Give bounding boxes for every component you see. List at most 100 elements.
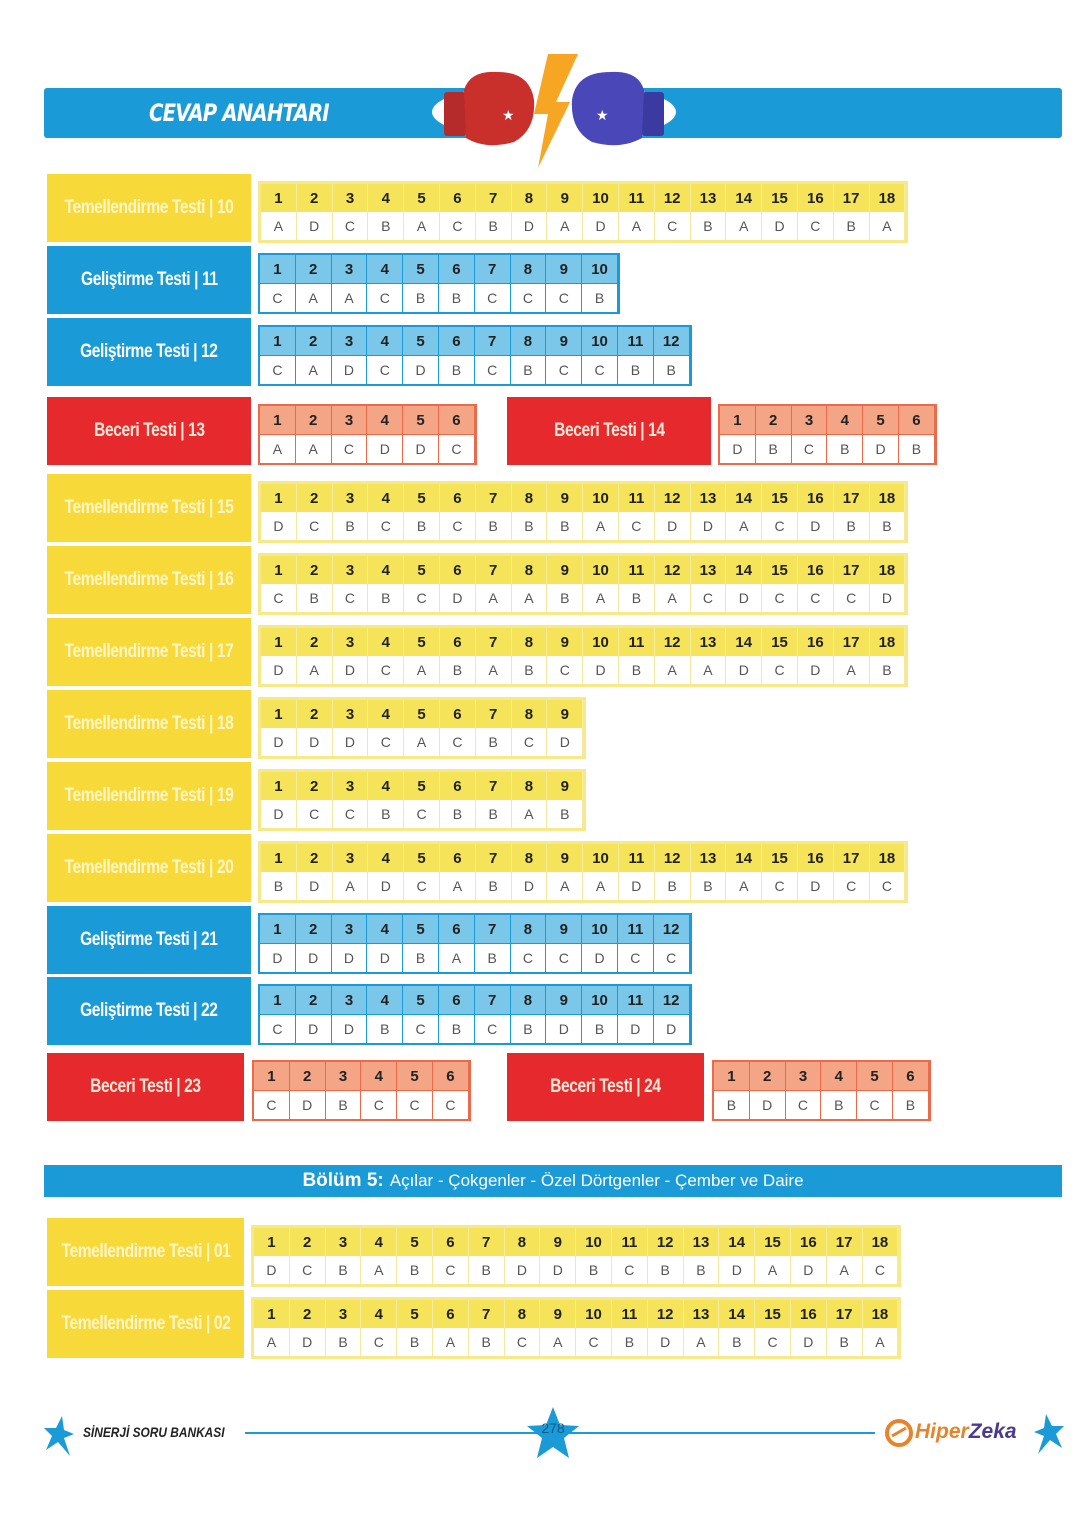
question-number: 5 [403,406,439,434]
answer-cell: B [654,872,691,900]
question-number: 5 [404,484,440,512]
answer-cell: D [653,1015,690,1043]
question-number: 3 [325,1300,362,1328]
answer-cell: B [898,435,935,463]
series-brand: SİNERJİ SORU BANKASI [83,1424,225,1440]
question-number: 15 [762,484,798,512]
answer-cell: D [296,872,333,900]
answer-cell: D [762,212,798,240]
question-number: 9 [540,1228,577,1256]
question-number: 6 [438,406,475,434]
test-label-text: Temellendirme Testi | 15 [64,497,234,518]
question-number: 15 [762,184,798,212]
question-number: 9 [547,184,584,212]
question-number: 4 [367,986,404,1014]
question-number: 18 [862,1300,899,1328]
answer-cell: C [618,512,655,540]
question-number: 1 [260,406,296,434]
answer-grid: 1 2 3 4 5 6 7 8 9 10 11 12 13 14 15 16 17 18 D A D C A B A B C D B A A… [258,625,909,687]
answer-cell: C [439,728,476,756]
answer-cell: B [475,212,512,240]
test-label-text: Temellendirme Testi | 10 [64,197,234,218]
question-number: 7 [468,1228,505,1256]
question-number-row: 1 2 3 4 5 6 7 8 9 10 11 12 13 14 15 16 17 18 [254,1300,899,1328]
question-number-row: 1 2 3 4 5 6 7 8 9 10 11 12 13 14 15 16 17 18 [261,484,906,512]
answer-cell: C [332,800,369,828]
test-label: Temellendirme Testi | 10 [47,174,251,242]
answer-cell: D [546,1015,583,1043]
question-number: 10 [582,986,618,1014]
answer-grid: 1 2 3 4 5 6 7 8 9 10 11 12 D D D D B A B C C D C C [258,913,692,974]
answer-cell: C [869,872,906,900]
answer-cell: A [547,212,584,240]
question-number: 1 [261,556,297,584]
test-label: Temellendirme Testi | 17 [47,618,251,686]
question-number: 8 [510,986,547,1014]
section-5-number: Bölüm 5: [302,1170,384,1191]
question-number: 5 [404,700,440,728]
question-number: 5 [404,772,440,800]
question-number: 14 [719,1228,756,1256]
answer-cell: D [261,800,297,828]
question-number: 6 [432,1300,469,1328]
question-number: 2 [295,255,332,283]
question-number: 5 [863,406,899,434]
question-number: 11 [617,986,654,1014]
question-number: 8 [510,915,547,943]
answer-cell: B [475,800,512,828]
question-number-row: 1 2 3 4 5 6 7 8 9 10 11 12 13 14 15 16 17 18 [261,184,906,212]
answer-cell: B [368,800,405,828]
answer-cell: B [617,356,654,384]
answer-cell: D [289,1328,326,1356]
answer-cell: B [833,512,870,540]
question-number: 2 [296,772,333,800]
answer-cell: C [439,512,476,540]
answer-cell: C [438,435,475,463]
answer-cell: C [368,728,405,756]
question-number: 13 [690,184,727,212]
question-number: 6 [438,255,475,283]
question-number: 3 [791,406,828,434]
question-number: 6 [439,484,476,512]
question-number: 14 [726,556,763,584]
answer-cell: A [654,584,691,612]
answer-cell: C [504,1328,541,1356]
svg-text:★: ★ [502,108,515,124]
question-number: 12 [647,1228,684,1256]
answer-cell: B [582,284,618,312]
answer-cell: D [547,728,584,756]
answer-cell: B [611,1328,648,1356]
answer-grid: 1 2 3 4 5 6 7 8 9 10 11 12 13 14 15 16 17 18 B D A D C A B D A A D B B… [258,841,909,903]
answer-cell: A [654,656,691,684]
question-number: 8 [511,700,548,728]
answer-cell: C [862,1256,899,1284]
answer-cell: D [403,435,439,463]
question-number: 17 [833,628,870,656]
answer-cell: D [720,435,756,463]
question-number: 14 [726,184,763,212]
answer-cell: D [295,1015,332,1043]
answer-cell: C [654,212,691,240]
question-number: 7 [475,844,512,872]
question-number: 14 [726,628,763,656]
question-number: 11 [617,327,654,355]
answer-cell: B [404,512,440,540]
question-number: 13 [690,844,727,872]
question-number: 1 [714,1062,750,1090]
section-5-title: Açılar - Çokgenler - Özel Dörtgenler - Ç… [389,1171,804,1190]
answer-cell: D [511,212,548,240]
question-number: 14 [726,484,763,512]
answer-cell: C [404,800,440,828]
question-number: 12 [653,986,690,1014]
question-number: 1 [261,844,297,872]
question-number: 10 [576,1228,612,1256]
test-label-text: Beceri Testi | 23 [90,1076,201,1097]
answer-cell: C [332,584,369,612]
answer-cell: B [547,512,584,540]
answer-cell: B [403,944,439,972]
